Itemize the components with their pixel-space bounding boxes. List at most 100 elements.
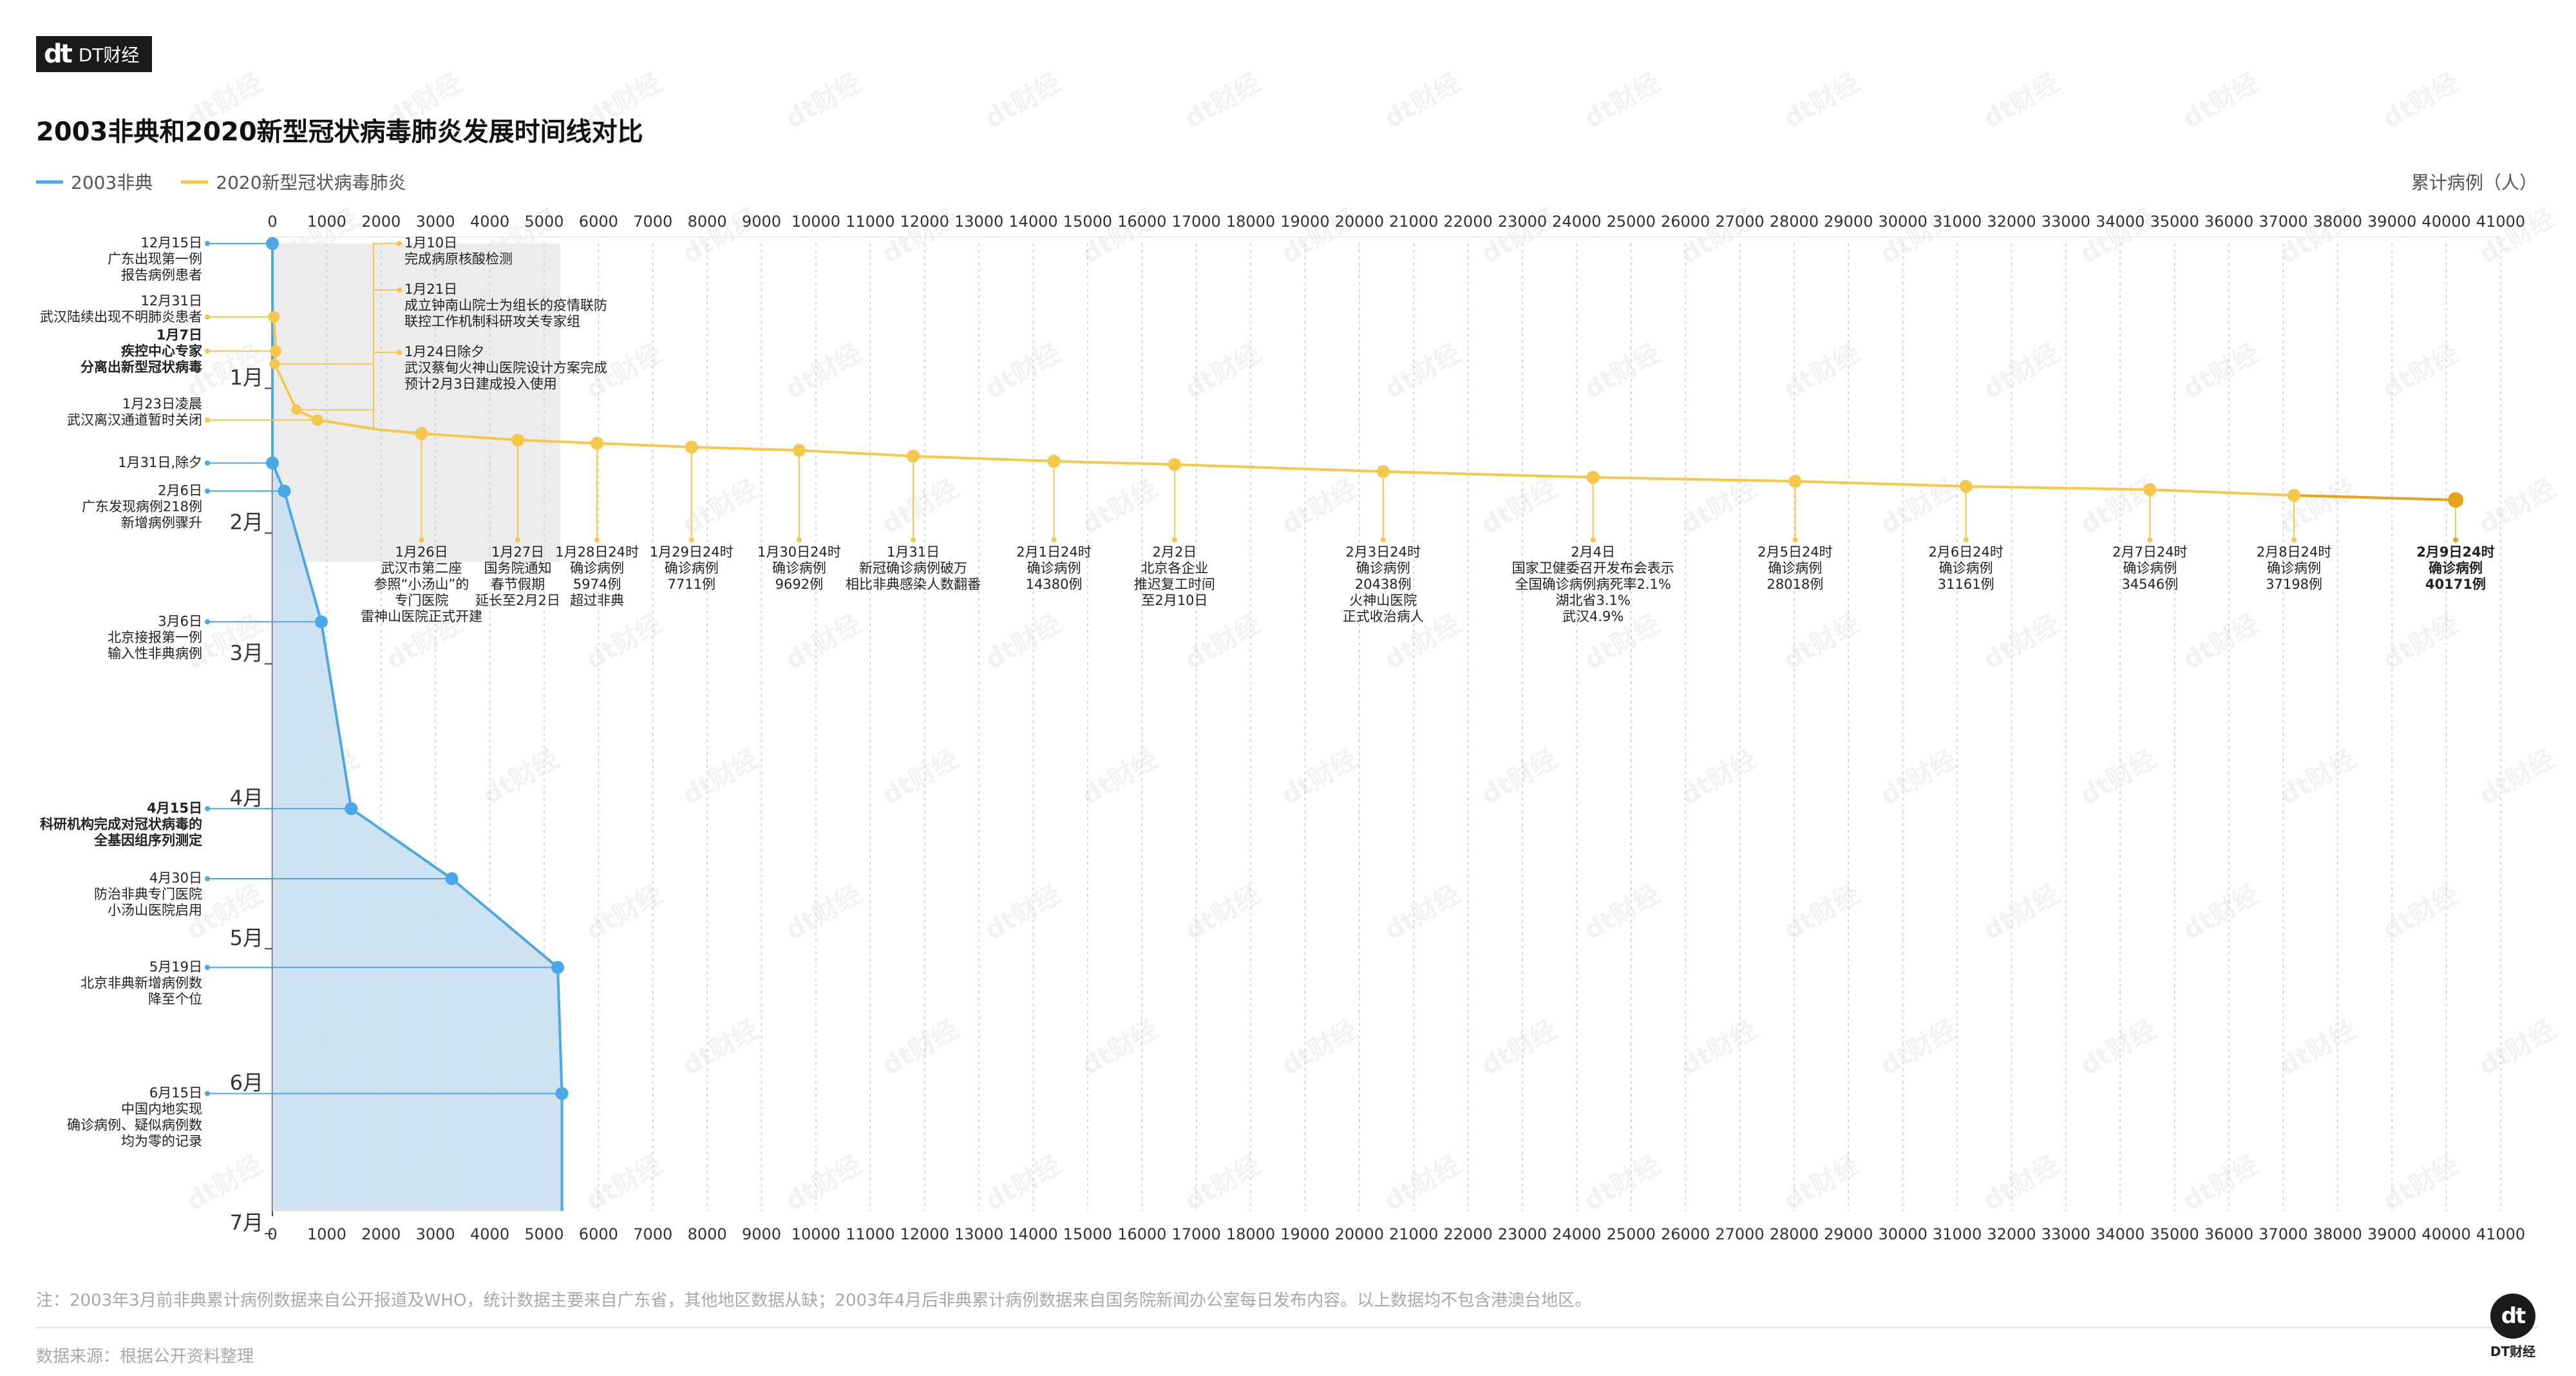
sars-leader-dot: [205, 876, 210, 881]
covid-leader-dot: [2453, 537, 2459, 542]
sars-point: [266, 237, 279, 250]
x-tick-label-top: 27000: [1715, 213, 1764, 231]
covid-annotation: 12月31日武汉陆续出现不明肺炎患者: [40, 293, 202, 325]
x-tick-label-top: 9000: [742, 213, 781, 231]
covid-annotation-line: 40171例: [2425, 577, 2486, 592]
watermark-text: dt财经: [1579, 68, 1665, 135]
x-tick-label-bottom: 21000: [1389, 1225, 1438, 1243]
footer-logo: dt DT财经: [2488, 1294, 2537, 1360]
covid-leader-dot: [688, 537, 694, 542]
legend-swatch-sars: [36, 180, 63, 184]
watermark-text: dt财经: [2378, 609, 2464, 676]
watermark-text: dt财经: [1978, 879, 2065, 946]
watermark-text: dt财经: [1676, 473, 1762, 540]
covid-annotation-line: 2月7日24时: [2112, 544, 2187, 560]
covid-annotation-line: 专门医院: [395, 593, 449, 608]
covid-annotation: 2月9日24时确诊病例 40171例: [2416, 544, 2494, 592]
sars-annotation-line: 科研机构完成对冠状病毒的: [40, 816, 202, 832]
covid-annotation-line: 2月8日24时: [2257, 544, 2331, 560]
covid-annotation: 2月6日24时确诊病例 31161例: [1928, 544, 2003, 592]
watermark-text: dt财经: [1676, 744, 1762, 811]
sars-point: [551, 960, 565, 974]
sars-annotation-line: 6月15日: [149, 1085, 202, 1101]
x-tick-label-bottom: 22000: [1443, 1225, 1492, 1243]
covid-leader-dot: [911, 537, 916, 542]
x-tick-label-bottom: 30000: [1879, 1225, 1927, 1243]
x-tick-label-top: 12000: [900, 213, 949, 231]
x-tick-label-top: 5000: [524, 213, 564, 231]
sars-leader-dot: [205, 964, 210, 970]
x-tick-label-top: 17000: [1171, 213, 1220, 231]
sars-leader-dot: [205, 488, 210, 494]
watermark-text: dt财经: [677, 744, 764, 811]
sars-annotation-line: 均为零的记录: [121, 1134, 202, 1149]
covid-leader-line: [373, 352, 399, 430]
sars-annotation-line: 12月15日: [141, 235, 202, 251]
x-tick-label-bottom: 12000: [900, 1225, 949, 1243]
watermark-text: dt财经: [980, 879, 1066, 946]
covid-annotation-line: 1月29日24时: [650, 544, 734, 560]
covid-annotation-line: 确诊病例: [2429, 560, 2483, 576]
covid-annotation-line: 2月9日24时: [2416, 544, 2494, 560]
watermark-text: dt财经: [2275, 744, 2361, 811]
x-tick-label-bottom: 4000: [470, 1225, 509, 1243]
covid-annotation-line: 火神山医院: [1349, 593, 1417, 608]
covid-annotation-line: 确诊病例: [2267, 560, 2321, 576]
sars-point: [266, 456, 279, 470]
sars-point: [314, 615, 328, 629]
month-label: 2月: [230, 510, 263, 535]
x-tick-label-top: 13000: [954, 213, 1003, 231]
footnote: 注：2003年3月前非典累计病例数据来自公开报道及WHO，统计数据主要来自广东省…: [36, 1291, 1592, 1310]
legend-item-sars: 2003非典: [36, 169, 153, 195]
watermark-text: dt财经: [2378, 68, 2464, 135]
covid-line-last-segment: [2294, 494, 2456, 501]
watermark-text: dt财经: [2275, 1015, 2361, 1082]
covid-annotation-line: 超过非典: [570, 593, 624, 608]
covid-point: [591, 437, 604, 450]
covid-annotation-line: 1月28日24时: [555, 544, 639, 560]
x-tick-label-top: 37000: [2259, 213, 2307, 231]
covid-annotation: 2月8日24时确诊病例 37198例: [2257, 544, 2331, 592]
watermark-text: dt财经: [1180, 68, 1266, 135]
x-tick-label-bottom: 39000: [2367, 1225, 2416, 1243]
watermark-text: dt财经: [2275, 473, 2361, 540]
sars-annotation-line: 中国内地实现: [121, 1102, 202, 1117]
covid-annotation-line: 确诊病例: [2123, 560, 2177, 576]
covid-point: [415, 427, 428, 440]
watermark-text: dt财经: [877, 1015, 963, 1082]
watermark-text: dt财经: [1476, 473, 1562, 540]
x-tick-label-top: 2000: [361, 213, 401, 231]
watermark-text: dt财经: [877, 473, 963, 540]
covid-annotation-line: 2月1日24时: [1016, 544, 1091, 560]
x-tick-label-bottom: 26000: [1661, 1225, 1710, 1243]
sars-annotation: 1月31日,除夕: [118, 455, 202, 470]
x-tick-label-bottom: 35000: [2150, 1225, 2199, 1243]
x-tick-label-top: 23000: [1498, 213, 1547, 231]
x-axis-unit-label: 累计病例（人）: [2410, 172, 2537, 193]
covid-annotation-line: 1月23日凌晨: [122, 396, 202, 412]
month-label: 7月: [230, 1210, 263, 1235]
watermark-text: dt财经: [1779, 609, 1865, 676]
covid-annotation-line: 31161例: [1938, 577, 1994, 592]
x-tick-label-bottom: 19000: [1280, 1225, 1329, 1243]
watermark-text: dt财经: [1779, 1150, 1865, 1217]
covid-point: [511, 434, 525, 446]
covid-leader-dot: [205, 349, 210, 354]
x-tick-label-bottom: 14000: [1009, 1225, 1057, 1243]
covid-point: [2448, 492, 2464, 508]
sars-annotation-line: 北京接报第一例: [108, 629, 202, 645]
covid-annotation-line: 14380例: [1026, 577, 1083, 592]
covid-leader-dot: [397, 241, 402, 246]
covid-annotation-line: 分离出新型冠状病毒: [80, 359, 202, 375]
sars-annotation-line: 广东出现第一例: [108, 251, 202, 267]
watermark-text: dt财经: [2178, 879, 2264, 946]
covid-annotation: 1月27日国务院通知春节假期延长至2月2日: [475, 544, 560, 608]
x-tick-label-bottom: 38000: [2313, 1225, 2362, 1243]
x-tick-label-bottom: 15000: [1063, 1225, 1112, 1243]
watermark-text: dt财经: [581, 1150, 667, 1217]
x-tick-label-top: 33000: [2041, 213, 2090, 231]
covid-annotation: 2月5日24时确诊病例 28018例: [1757, 544, 1832, 592]
footer-logo-name: DT财经: [2490, 1344, 2536, 1359]
watermark-text: dt财经: [1276, 744, 1363, 811]
